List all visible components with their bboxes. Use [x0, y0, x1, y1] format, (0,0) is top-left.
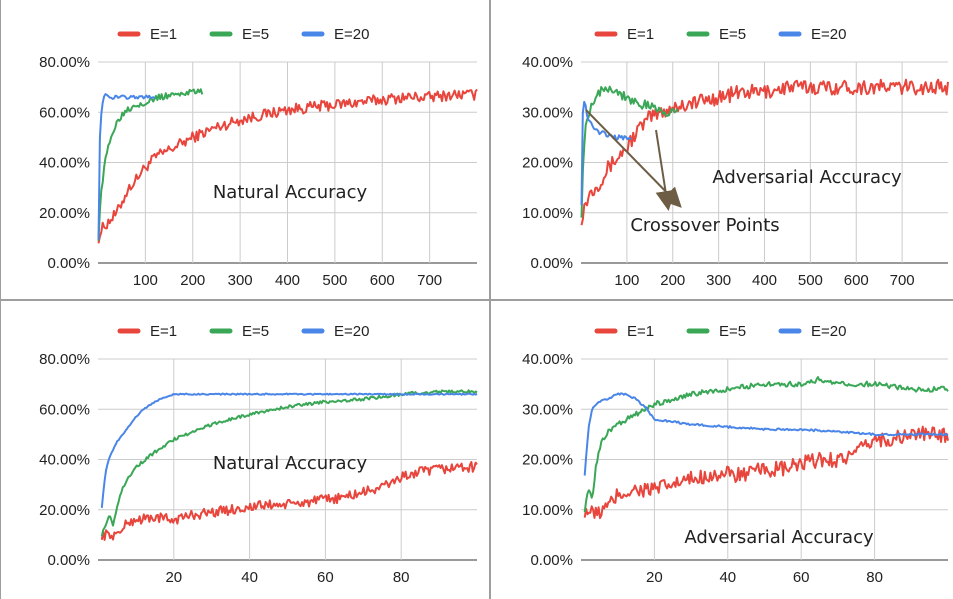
chart-svg: 80.00% 60.00% 40.00% 20.00% 0.00% 100 200 300 40… [39, 26, 478, 289]
x-tick-label: 20 [646, 569, 663, 586]
y-tick-label: 0.00% [47, 255, 90, 272]
x-tick-label: 700 [417, 272, 442, 289]
series-line-e1 [97, 88, 478, 244]
chart-bottom-left-natural-accuracy: 80.00% 60.00% 40.00% 20.00% 0.00% 20 40 60 80 E=1… [0, 302, 489, 599]
chart-svg: 40.00% 30.00% 20.00% 10.00% 0.00% 100 200 300 40… [522, 26, 949, 289]
legend-label: E=1 [627, 323, 654, 340]
legend-label: E=1 [150, 323, 177, 340]
crossover-annotation: Crossover Points [630, 215, 779, 236]
chart-top-left-natural-accuracy: 80.00% 60.00% 40.00% 20.00% 0.00% 100 200 300 40… [0, 0, 489, 298]
y-tick-label: 20.00% [39, 502, 90, 519]
y-tick-label: 60.00% [39, 401, 90, 418]
x-tick-label: 300 [706, 272, 731, 289]
x-tick-label: 80 [393, 569, 410, 586]
y-tick-label: 0.00% [47, 552, 90, 569]
series-line-e5 [580, 85, 679, 218]
y-tick-label: 10.00% [522, 205, 573, 222]
y-tick-label: 20.00% [522, 155, 573, 172]
series-line-e1 [100, 461, 478, 541]
chart-annotation: Natural Accuracy [213, 182, 368, 203]
x-tick-label: 200 [180, 272, 205, 289]
chart-annotation: Adversarial Accuracy [684, 527, 874, 548]
legend-label: E=1 [627, 26, 654, 43]
x-tick-label: 400 [752, 272, 777, 289]
horizontal-divider [0, 299, 953, 301]
series-line-e1 [583, 425, 949, 520]
x-tick-label: 80 [866, 569, 883, 586]
y-tick-label: 10.00% [522, 502, 573, 519]
chart-annotation: Natural Accuracy [213, 453, 368, 474]
y-tick-label: 0.00% [530, 552, 573, 569]
x-tick-label: 500 [798, 272, 823, 289]
chart-svg: 80.00% 60.00% 40.00% 20.00% 0.00% 20 40 60 80 E=1… [39, 323, 478, 586]
x-tick-label: 500 [322, 272, 347, 289]
series-line-e20 [583, 392, 949, 476]
x-tick-label: 600 [370, 272, 395, 289]
legend-label: E=20 [811, 323, 846, 340]
y-tick-label: 40.00% [522, 351, 573, 368]
x-tick-label: 40 [719, 569, 736, 586]
crossover-arrow [585, 109, 682, 208]
y-tick-label: 40.00% [39, 452, 90, 469]
x-tick-label: 600 [844, 272, 869, 289]
crossover-arrow [655, 129, 676, 211]
y-tick-label: 40.00% [39, 155, 90, 172]
chart-svg: 40.00% 30.00% 20.00% 10.00% 0.00% 20 40 60 80 E=1… [522, 323, 949, 586]
legend-label: E=5 [719, 26, 746, 43]
y-tick-label: 30.00% [522, 104, 573, 121]
left-border [0, 0, 1, 599]
x-tick-label: 100 [133, 272, 158, 289]
x-tick-label: 60 [317, 569, 334, 586]
chart-bottom-right-adversarial-accuracy: 40.00% 30.00% 20.00% 10.00% 0.00% 20 40 60 80 E=1… [491, 302, 953, 599]
legend-label: E=5 [242, 323, 269, 340]
y-tick-label: 30.00% [522, 401, 573, 418]
series-line-e20 [97, 93, 156, 240]
legend-label: E=20 [334, 323, 369, 340]
series-line-e20 [580, 100, 632, 206]
legend-label: E=1 [150, 26, 177, 43]
series-line-e5 [583, 376, 949, 513]
y-tick-label: 20.00% [522, 452, 573, 469]
chart-annotation: Adversarial Accuracy [712, 167, 902, 188]
y-tick-label: 0.00% [530, 255, 573, 272]
y-tick-label: 60.00% [39, 104, 90, 121]
series-line-e1 [580, 78, 949, 226]
legend-label: E=5 [719, 323, 746, 340]
y-tick-label: 80.00% [39, 351, 90, 368]
x-tick-label: 20 [165, 569, 182, 586]
x-tick-label: 60 [793, 569, 810, 586]
legend-label: E=20 [811, 26, 846, 43]
legend-label: E=20 [334, 26, 369, 43]
x-tick-label: 40 [241, 569, 258, 586]
y-tick-label: 80.00% [39, 54, 90, 71]
x-tick-label: 200 [660, 272, 685, 289]
x-tick-label: 700 [890, 272, 915, 289]
series-line-e20 [100, 392, 478, 508]
y-tick-label: 20.00% [39, 205, 90, 222]
chart-top-right-adversarial-accuracy: 40.00% 30.00% 20.00% 10.00% 0.00% 100 200 300 40… [491, 0, 953, 298]
legend-label: E=5 [242, 26, 269, 43]
x-tick-label: 100 [614, 272, 639, 289]
x-tick-label: 400 [275, 272, 300, 289]
x-tick-label: 300 [228, 272, 253, 289]
y-tick-label: 40.00% [522, 54, 573, 71]
